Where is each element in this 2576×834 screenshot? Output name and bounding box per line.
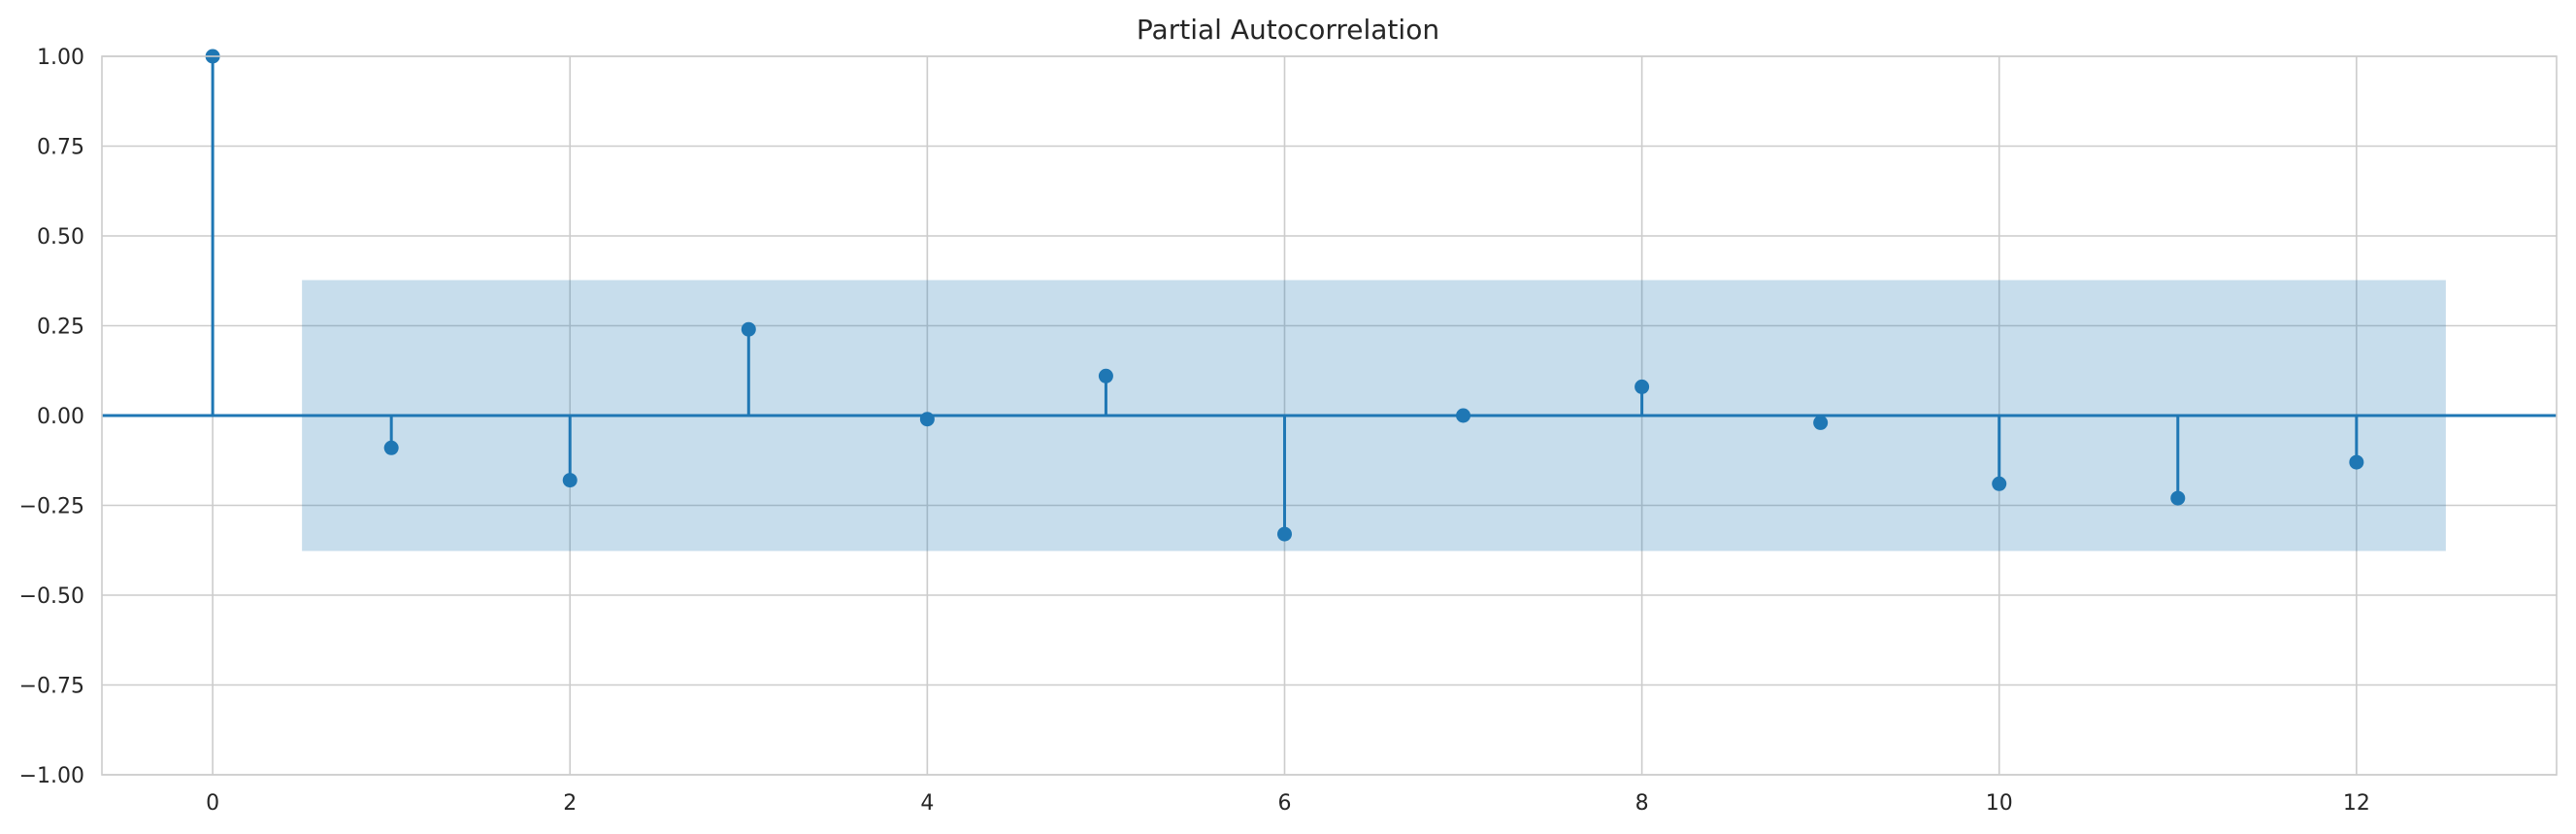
marker-lag-12 — [2349, 454, 2364, 470]
x-tick-label: 12 — [2343, 791, 2370, 816]
marker-lag-4 — [919, 412, 935, 427]
marker-lag-9 — [1813, 415, 1829, 430]
x-tick-label: 10 — [1986, 791, 2013, 816]
marker-lag-2 — [562, 473, 578, 488]
marker-lag-8 — [1635, 379, 1650, 394]
marker-lag-7 — [1456, 408, 1471, 423]
y-tick-label: −1.00 — [19, 764, 84, 788]
y-tick-label: 0.50 — [37, 225, 84, 250]
y-tick-label: 0.00 — [37, 405, 84, 429]
x-tick-label: 4 — [920, 791, 934, 816]
y-axis-ticks: −1.00 −0.75 −0.50 −0.25 0.00 0.25 0.50 0.75 1.00 — [19, 46, 84, 788]
x-axis-ticks: 0 2 4 6 8 10 12 — [206, 791, 2370, 816]
y-tick-label: −0.75 — [19, 675, 84, 699]
y-tick-label: 0.75 — [37, 136, 84, 160]
x-tick-label: 2 — [563, 791, 577, 816]
markers — [205, 49, 2364, 542]
marker-lag-1 — [383, 440, 399, 455]
x-tick-label: 6 — [1277, 791, 1291, 816]
marker-lag-11 — [2170, 490, 2186, 506]
marker-lag-10 — [1992, 476, 2007, 491]
plot-frame — [101, 55, 2558, 776]
marker-lag-5 — [1098, 368, 1113, 384]
chart-title: Partial Autocorrelation — [1137, 14, 1439, 46]
y-tick-label: −0.50 — [19, 584, 84, 609]
marker-lag-3 — [741, 321, 756, 337]
y-tick-label: 1.00 — [37, 46, 84, 70]
y-tick-label: −0.25 — [19, 495, 84, 519]
marker-lag-6 — [1276, 526, 1292, 542]
x-tick-label: 0 — [206, 791, 219, 816]
y-tick-label: 0.25 — [37, 316, 84, 340]
x-tick-label: 8 — [1635, 791, 1649, 816]
